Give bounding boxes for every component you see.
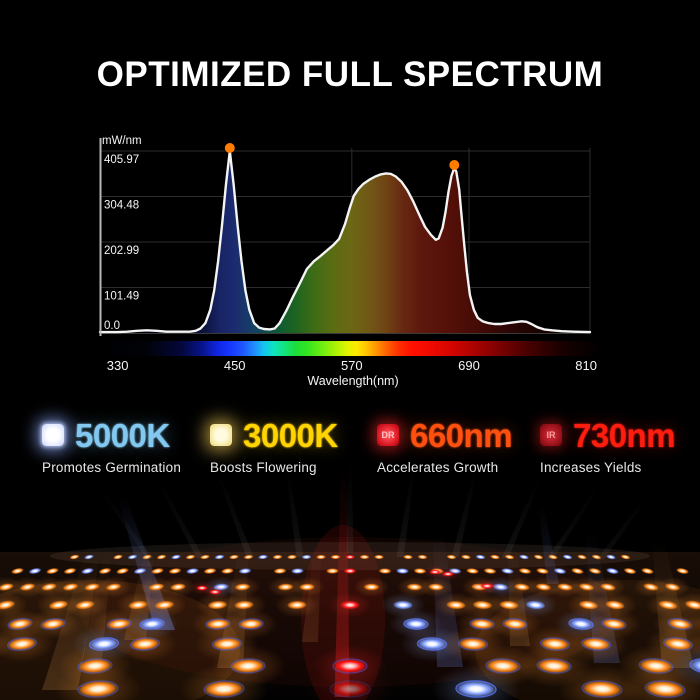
- legend-value-660nm: 660nm: [410, 416, 513, 454]
- svg-text:570: 570: [341, 358, 363, 373]
- legend-item-660nm: DR 660nm Accelerates Growth: [377, 413, 513, 475]
- legend-desc-5000k: Promotes Germination: [42, 460, 182, 475]
- svg-text:202.99: 202.99: [104, 245, 139, 257]
- legend-item-730nm: IR 730nm Increases Yields: [540, 413, 676, 475]
- svg-text:810: 810: [575, 358, 597, 373]
- legend-value-730nm: 730nm: [573, 416, 676, 454]
- page-title: OPTIMIZED FULL SPECTRUM: [96, 55, 604, 94]
- led-chip-5000k-icon: [42, 424, 64, 446]
- svg-text:mW/nm: mW/nm: [102, 135, 142, 147]
- led-chip-660nm-icon: DR: [377, 424, 399, 446]
- svg-text:0.0: 0.0: [104, 320, 120, 332]
- led-chip-730nm-icon: IR: [540, 424, 562, 446]
- legend-desc-730nm: Increases Yields: [540, 460, 642, 475]
- svg-text:450: 450: [224, 358, 246, 373]
- svg-text:Wavelength(nm): Wavelength(nm): [307, 374, 398, 388]
- led-chip-3000k-icon: [210, 424, 232, 446]
- legend-item-5000k: 5000K Promotes Germination: [42, 413, 181, 475]
- svg-text:330: 330: [107, 358, 129, 373]
- svg-text:101.49: 101.49: [104, 291, 139, 303]
- legend: 5000K Promotes Germination 3000K Boosts …: [0, 413, 700, 475]
- svg-text:405.97: 405.97: [104, 154, 139, 166]
- svg-text:690: 690: [458, 358, 480, 373]
- legend-desc-3000k: Boosts Flowering: [210, 460, 317, 475]
- legend-item-3000k: 3000K Boosts Flowering: [210, 413, 338, 475]
- legend-value-3000k: 3000K: [243, 416, 338, 454]
- legend-desc-660nm: Accelerates Growth: [377, 460, 499, 475]
- legend-value-5000k: 5000K: [75, 416, 170, 454]
- svg-text:304.48: 304.48: [104, 200, 139, 212]
